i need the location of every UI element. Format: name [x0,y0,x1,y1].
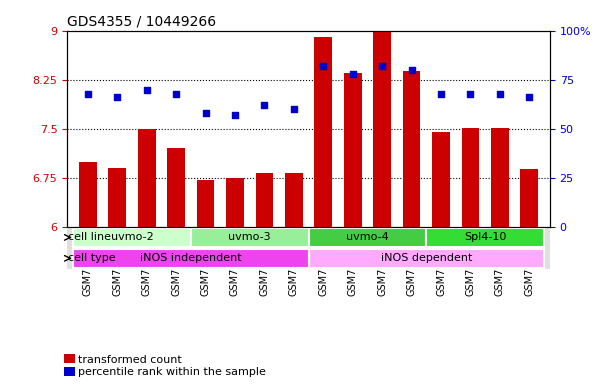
Point [466,91,475,97]
Bar [491,127,509,227]
Point [230,112,240,118]
Bar [373,31,391,227]
Text: Spl4-10: Spl4-10 [464,232,507,242]
Point [112,94,122,101]
FancyBboxPatch shape [309,249,544,268]
Point [142,86,152,93]
Text: iNOS dependent: iNOS dependent [381,253,472,263]
Text: GDS4355 / 10449266: GDS4355 / 10449266 [67,14,216,28]
Bar [285,173,302,227]
Bar [108,168,126,227]
FancyBboxPatch shape [191,228,309,247]
Point [289,106,299,112]
Point [318,63,328,69]
Bar [461,127,479,227]
Bar [167,149,185,227]
FancyBboxPatch shape [426,228,544,247]
Point [407,67,417,73]
Point [83,91,93,97]
Bar [315,37,332,227]
Point [377,63,387,69]
Text: uvmo-4: uvmo-4 [346,232,389,242]
Point [348,71,357,77]
Point [171,91,181,97]
FancyBboxPatch shape [309,228,426,247]
Bar [344,73,362,227]
Text: cell line: cell line [67,232,111,242]
Point [436,91,446,97]
Text: cell type: cell type [67,253,115,263]
FancyBboxPatch shape [73,228,191,247]
Point [260,102,269,108]
Bar [255,173,273,227]
Bar [138,129,156,227]
Point [495,91,505,97]
Bar [432,132,450,227]
FancyBboxPatch shape [73,249,309,268]
Bar [197,180,214,227]
Bar [226,178,244,227]
Bar [79,162,97,227]
Text: percentile rank within the sample: percentile rank within the sample [78,367,266,377]
Point [200,110,210,116]
Point [524,94,534,101]
Bar [521,169,538,227]
Text: uvmo-2: uvmo-2 [111,232,153,242]
Text: uvmo-3: uvmo-3 [229,232,271,242]
Text: iNOS independent: iNOS independent [140,253,241,263]
Text: transformed count: transformed count [78,355,182,365]
Bar [403,71,420,227]
